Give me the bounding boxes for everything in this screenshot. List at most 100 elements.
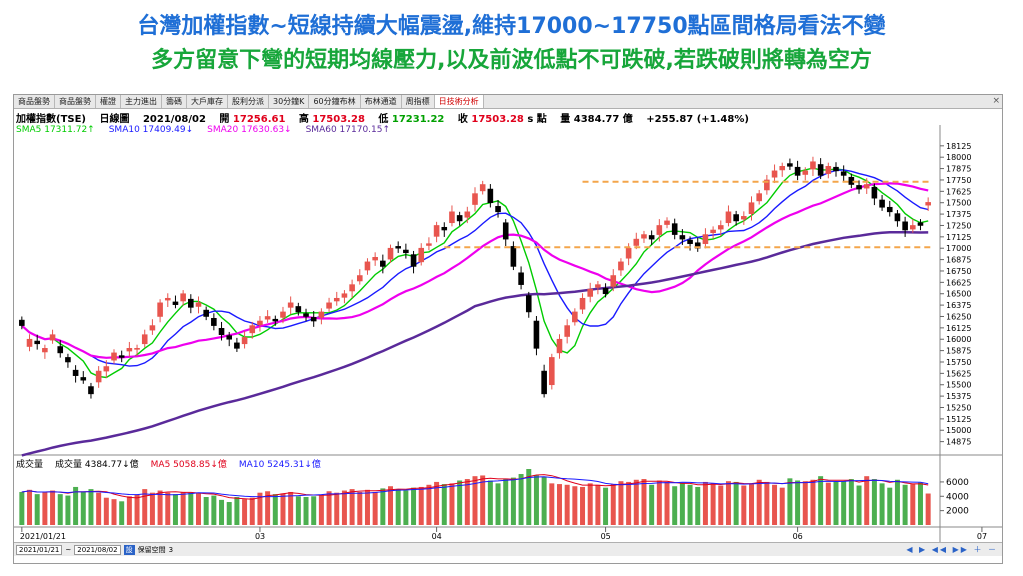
candle-up bbox=[126, 348, 133, 352]
candle-down bbox=[648, 235, 655, 240]
price-tick-label: 15875 bbox=[946, 347, 971, 356]
candle-down bbox=[88, 386, 94, 395]
tab-1[interactable]: 商品盤勢 bbox=[55, 95, 96, 108]
volume-bar bbox=[556, 484, 562, 525]
volume-bar bbox=[864, 476, 870, 525]
blank-space-value[interactable]: 3 bbox=[168, 545, 174, 554]
volume-bar bbox=[679, 483, 685, 525]
volume-legend-item-1: 成交量 4384.77↓億 bbox=[55, 460, 139, 470]
tab-2[interactable]: 權證 bbox=[96, 95, 121, 108]
volume-bar bbox=[503, 479, 509, 525]
price-tick-label: 15500 bbox=[946, 381, 971, 390]
quote-date: 2021/08/02 bbox=[142, 114, 206, 125]
candle-up bbox=[257, 320, 263, 325]
price-tick-label: 16375 bbox=[946, 301, 971, 310]
candle-down bbox=[80, 377, 87, 381]
candle-down bbox=[787, 163, 793, 167]
candle-up bbox=[95, 370, 102, 383]
tab-8[interactable]: 60分鐘布林 bbox=[309, 95, 361, 108]
volume-bar bbox=[702, 481, 708, 525]
volume-bar bbox=[541, 476, 547, 525]
candle-up bbox=[756, 193, 762, 202]
change-value: +255.87 (+1.48%) bbox=[646, 114, 749, 125]
volume-bar bbox=[88, 489, 94, 525]
candle-down bbox=[894, 213, 901, 222]
candle-up bbox=[748, 202, 755, 214]
volume-bar bbox=[50, 490, 56, 525]
price-tick-label: 15125 bbox=[946, 415, 971, 424]
candle-up bbox=[863, 184, 870, 189]
volume-bar bbox=[341, 490, 347, 525]
tab-6[interactable]: 股利分派 bbox=[228, 95, 269, 108]
volume-bar bbox=[272, 494, 278, 525]
candle-up bbox=[241, 337, 248, 345]
tab-4[interactable]: 籌碼 bbox=[162, 95, 187, 108]
set-range-button[interactable]: 設 bbox=[123, 544, 135, 555]
tab-7[interactable]: 30分鐘K bbox=[269, 95, 310, 108]
volume-bar bbox=[641, 479, 647, 525]
price-tick-label: 17500 bbox=[946, 199, 971, 208]
volume-bar bbox=[165, 492, 171, 525]
tab-3[interactable]: 主力進出 bbox=[121, 95, 162, 108]
candle-down bbox=[840, 171, 847, 176]
tab-10[interactable]: 周指標 bbox=[402, 95, 435, 108]
candle-up bbox=[702, 234, 709, 244]
tab-5[interactable]: 大戶庫存 bbox=[187, 95, 228, 108]
candle-down bbox=[687, 239, 693, 244]
candle-up bbox=[326, 302, 332, 309]
volume-bar bbox=[695, 486, 701, 525]
candle-down bbox=[34, 340, 40, 345]
volume-bar bbox=[910, 484, 916, 525]
candle-up bbox=[149, 325, 156, 331]
navigation-icons[interactable]: ◀ ▶ ◀◀ ▶▶ ＋ － bbox=[906, 545, 998, 554]
volume-bar bbox=[303, 497, 309, 525]
open-number: 17256.61 bbox=[232, 114, 286, 125]
candle-down bbox=[380, 260, 386, 267]
tab-0[interactable]: 商品盤勢 bbox=[14, 95, 55, 108]
price-tick-label: 17250 bbox=[946, 221, 971, 230]
candle-down bbox=[495, 206, 501, 213]
volume-bar bbox=[388, 486, 394, 525]
price-tick-label: 17875 bbox=[946, 165, 971, 174]
candle-down bbox=[188, 298, 194, 308]
volume-bar bbox=[917, 482, 923, 525]
tab-9[interactable]: 布林通道 bbox=[361, 95, 402, 108]
stock-chart[interactable]: 14875 15000 15125 15250 15375 15500 15625 15750… bbox=[14, 95, 1002, 542]
volume-bar bbox=[65, 495, 71, 525]
sma-legend: SMA5 17311.72↑ SMA10 17409.49↓ SMA20 17630… bbox=[16, 125, 404, 137]
candle-down bbox=[57, 346, 64, 354]
candle-down bbox=[272, 318, 279, 322]
volume-bar bbox=[395, 489, 401, 525]
volume-bar bbox=[825, 482, 831, 525]
volume-bar bbox=[618, 481, 624, 525]
price-tick-label: 16250 bbox=[946, 312, 971, 321]
volume-bar bbox=[426, 484, 432, 525]
range-start-input[interactable]: 2021/01/21 bbox=[16, 544, 63, 555]
volume-tick-label: 4000 bbox=[946, 492, 969, 502]
range-end-input[interactable]: 2021/08/02 bbox=[74, 544, 121, 555]
volume-bar bbox=[510, 477, 516, 525]
candle-up bbox=[564, 325, 570, 337]
candle-up bbox=[141, 334, 148, 345]
volume-bar bbox=[265, 491, 271, 525]
volume-legend-item-2: MA5 5058.85↓億 bbox=[150, 460, 227, 470]
volume-bar bbox=[219, 499, 225, 525]
volume-bar bbox=[526, 469, 532, 525]
candle-up bbox=[349, 284, 355, 292]
price-tick-label: 18000 bbox=[946, 153, 971, 162]
candle-up bbox=[49, 334, 56, 341]
volume-bar bbox=[795, 480, 801, 525]
candle-down bbox=[19, 319, 25, 326]
candle-up bbox=[625, 247, 632, 259]
candle-up bbox=[825, 166, 832, 174]
close-icon[interactable]: × bbox=[992, 96, 1000, 106]
candle-down bbox=[487, 188, 494, 204]
candle-down bbox=[172, 301, 179, 305]
candle-down bbox=[794, 166, 801, 176]
tab-11[interactable]: 日技術分析 bbox=[434, 95, 484, 108]
candle-down bbox=[733, 214, 739, 222]
candle-up bbox=[741, 216, 747, 220]
candle-up bbox=[356, 275, 363, 282]
volume-bar bbox=[364, 489, 370, 525]
volume-bar bbox=[195, 493, 201, 525]
